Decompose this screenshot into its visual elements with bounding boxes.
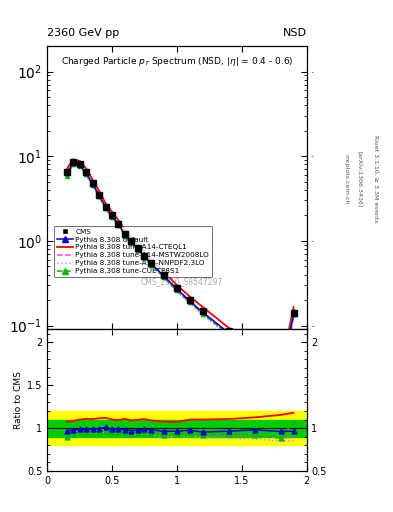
Legend: CMS, Pythia 8.308 default, Pythia 8.308 tune-A14-CTEQL1, Pythia 8.308 tune-A14-M: CMS, Pythia 8.308 default, Pythia 8.308 … bbox=[54, 226, 212, 277]
Text: mcplots.cern.ch: mcplots.cern.ch bbox=[343, 154, 348, 204]
Text: CMS_2010_S8547297: CMS_2010_S8547297 bbox=[141, 276, 223, 286]
Y-axis label: Ratio to CMS: Ratio to CMS bbox=[14, 371, 23, 429]
Text: Rivet 3.1.10, ≥ 3.3M events: Rivet 3.1.10, ≥ 3.3M events bbox=[373, 135, 378, 223]
Text: 2360 GeV pp: 2360 GeV pp bbox=[47, 28, 119, 38]
Text: [arXiv:1306.3436]: [arXiv:1306.3436] bbox=[357, 151, 362, 207]
Text: NSD: NSD bbox=[283, 28, 307, 38]
Text: Charged Particle $p_T$ Spectrum (NSD, $|\eta|$ = 0.4 - 0.6): Charged Particle $p_T$ Spectrum (NSD, $|… bbox=[61, 55, 293, 68]
